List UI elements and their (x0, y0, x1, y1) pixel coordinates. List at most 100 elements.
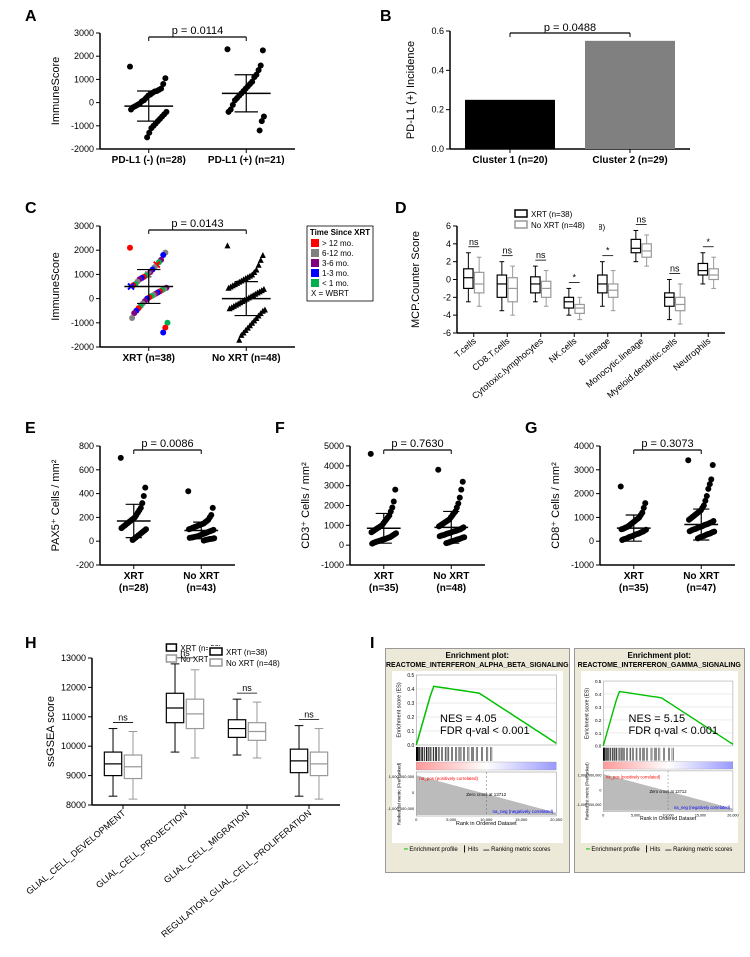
svg-text:No XRT (n=48): No XRT (n=48) (226, 659, 280, 668)
svg-text:Zero cross at 13712: Zero cross at 13712 (649, 789, 687, 794)
svg-text:(n=47): (n=47) (686, 583, 716, 594)
panel-e-label: E (25, 420, 36, 438)
svg-text:PD-L1 (-) (n=28): PD-L1 (-) (n=28) (112, 155, 186, 166)
svg-text:0.5: 0.5 (594, 679, 601, 684)
svg-text:0.2: 0.2 (594, 718, 601, 723)
svg-text:0: 0 (339, 540, 344, 550)
svg-text:0.0: 0.0 (594, 744, 601, 749)
svg-text:2000: 2000 (574, 489, 594, 499)
svg-text:NK.cells: NK.cells (547, 336, 579, 365)
svg-text:11000: 11000 (62, 712, 86, 722)
svg-text:Enrichment score (ES): Enrichment score (ES) (584, 688, 590, 739)
svg-text:Cluster 1 (n=20): Cluster 1 (n=20) (472, 155, 547, 166)
svg-text:6-12 mo.: 6-12 mo. (322, 249, 354, 258)
svg-text:-1000: -1000 (571, 560, 594, 570)
svg-text:Cluster 2 (n=29): Cluster 2 (n=29) (592, 155, 667, 166)
svg-text:MCP.Counter Score: MCP.Counter Score (410, 231, 422, 328)
svg-text:0: 0 (415, 817, 418, 822)
svg-text:10000: 10000 (61, 741, 86, 751)
svg-text:-4: -4 (443, 310, 451, 320)
svg-text:na_pos (positively correlated): na_pos (positively correlated) (606, 774, 661, 779)
svg-text:5,000: 5,000 (446, 817, 457, 822)
svg-text:1000: 1000 (74, 269, 94, 279)
svg-text:Zero cross at 13712: Zero cross at 13712 (466, 792, 507, 797)
svg-text:> 12 mo.: > 12 mo. (322, 239, 353, 248)
svg-text:CD8⁺ Cells / mm²: CD8⁺ Cells / mm² (550, 462, 562, 549)
svg-text:*: * (606, 246, 610, 256)
svg-text:0.1: 0.1 (594, 731, 601, 736)
svg-text:-1,000,000,000: -1,000,000,000 (576, 803, 601, 807)
svg-text:2000: 2000 (324, 501, 344, 511)
svg-text:1000: 1000 (574, 512, 594, 522)
svg-text:p = 0.0114: p = 0.0114 (172, 25, 223, 37)
svg-text:ns: ns (118, 713, 128, 723)
panel-d-chart: -6-4-20246MCP.Counter ScorensT.cellsnsCD… (405, 208, 735, 403)
svg-text:1000: 1000 (324, 520, 344, 530)
svg-text:(n=35): (n=35) (619, 583, 649, 594)
svg-text:PD-L1 (+) (n=21): PD-L1 (+) (n=21) (208, 155, 285, 166)
svg-text:1,000,000,000: 1,000,000,000 (577, 773, 601, 777)
svg-text:800: 800 (79, 441, 94, 451)
svg-text:10,000: 10,000 (480, 817, 493, 822)
svg-text:XRT (n=38): XRT (n=38) (122, 353, 175, 364)
svg-text:ns: ns (469, 237, 479, 247)
svg-text:0.5: 0.5 (407, 673, 414, 679)
svg-text:0.1: 0.1 (407, 729, 414, 735)
svg-text:Ranked list metric (PreRanked): Ranked list metric (PreRanked) (584, 762, 589, 820)
svg-text:Enrichment score (ES): Enrichment score (ES) (396, 682, 402, 737)
svg-text:No XRT (n=48): No XRT (n=48) (212, 353, 281, 364)
svg-text:2000: 2000 (74, 51, 94, 61)
svg-text:XRT (n=38): XRT (n=38) (531, 210, 573, 219)
svg-text:15,000: 15,000 (694, 813, 705, 817)
panel-c-chart: -2000-10000100020003000ImmuneScoreXRT (n… (45, 208, 375, 373)
svg-text:400: 400 (79, 489, 94, 499)
svg-text:Neutrophils: Neutrophils (671, 336, 713, 373)
svg-text:p = 0.0143: p = 0.0143 (171, 218, 223, 230)
svg-text:Ranked list metric (PreRanked): Ranked list metric (PreRanked) (396, 762, 401, 825)
svg-text:9000: 9000 (66, 771, 86, 781)
svg-text:na_pos (positively correlated): na_pos (positively correlated) (419, 776, 478, 781)
svg-text:-200: -200 (76, 560, 94, 570)
svg-text:0.6: 0.6 (431, 26, 444, 36)
svg-text:ImmuneScore: ImmuneScore (50, 57, 62, 125)
svg-text:na_neg (negatively correlated): na_neg (negatively correlated) (492, 809, 553, 814)
svg-text:20,000: 20,000 (727, 813, 738, 817)
svg-text:(n=43): (n=43) (186, 583, 216, 594)
svg-text:8000: 8000 (66, 800, 86, 810)
panel-f-label: F (275, 420, 285, 438)
svg-text:p = 0.3073: p = 0.3073 (641, 438, 693, 450)
svg-text:No XRT: No XRT (683, 571, 719, 582)
panel-h-label: H (25, 635, 37, 653)
svg-text:4000: 4000 (324, 461, 344, 471)
svg-text:-2: -2 (443, 292, 451, 302)
svg-text:*: * (572, 272, 576, 282)
svg-text:-1000: -1000 (71, 318, 94, 328)
svg-text:6: 6 (446, 221, 451, 231)
svg-text:13000: 13000 (61, 653, 86, 663)
gsea-plot-1: Enrichment plot:REACTOME_INTERFERON_ALPH… (385, 648, 570, 873)
svg-text:Monocytic.lineage: Monocytic.lineage (584, 336, 646, 390)
svg-text:p = 0.0488: p = 0.0488 (544, 22, 596, 34)
svg-text:0.4: 0.4 (431, 65, 444, 75)
svg-text:3000: 3000 (74, 221, 94, 231)
svg-text:600: 600 (79, 465, 94, 475)
svg-text:0: 0 (599, 788, 601, 792)
svg-text:XRT: XRT (374, 571, 394, 582)
svg-text:CD3⁺ Cells / mm²: CD3⁺ Cells / mm² (300, 462, 312, 549)
svg-text:*: * (706, 237, 710, 247)
svg-text:0.3: 0.3 (594, 705, 601, 710)
svg-text:0: 0 (446, 275, 451, 285)
svg-text:3000: 3000 (574, 465, 594, 475)
svg-text:p = 0.0086: p = 0.0086 (141, 438, 193, 450)
svg-text:5000: 5000 (324, 441, 344, 451)
panel-g-label: G (525, 420, 537, 438)
svg-text:na_neg (negatively correlated): na_neg (negatively correlated) (674, 805, 731, 810)
svg-text:ns: ns (536, 250, 546, 260)
svg-text:0: 0 (89, 294, 94, 304)
svg-text:-2000: -2000 (71, 144, 94, 154)
svg-text:ssGSEA score: ssGSEA score (45, 696, 57, 767)
svg-text:0: 0 (602, 813, 604, 817)
panel-i-label: I (370, 635, 374, 653)
svg-text:12000: 12000 (61, 682, 86, 692)
svg-text:2000: 2000 (74, 245, 94, 255)
